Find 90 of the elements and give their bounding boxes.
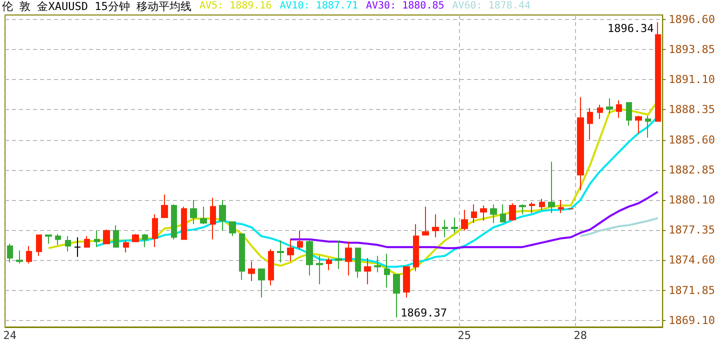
y-tick-label: 1893.85 <box>668 42 715 56</box>
candlestick <box>509 202 516 222</box>
candlestick <box>451 217 458 234</box>
x-tick-label: 28 <box>574 329 588 341</box>
candlestick <box>539 198 545 210</box>
candlestick <box>529 202 535 214</box>
text: AV60: 1878.44 <box>452 0 531 12</box>
candlestick <box>200 206 207 225</box>
candlestick <box>161 194 168 218</box>
line-series <box>579 217 659 238</box>
candlestick <box>210 197 216 240</box>
candlestick <box>558 200 564 214</box>
text: AV30: 1880.85 <box>366 0 444 12</box>
candlestick <box>548 161 555 214</box>
candlestick <box>132 233 139 242</box>
candlestick <box>374 255 381 273</box>
candlestick <box>287 238 294 262</box>
candlestick <box>26 245 32 264</box>
candlestick <box>219 200 226 232</box>
candlestick <box>277 240 284 263</box>
candlestick <box>519 204 526 215</box>
x-tick-label: 25 <box>458 329 472 341</box>
y-tick-label: 1888.35 <box>668 103 715 116</box>
candlestick <box>152 214 158 248</box>
y-tick-label: 1877.35 <box>668 224 715 237</box>
line-series <box>289 190 659 250</box>
y-tick-label: 1896.60 <box>668 12 715 26</box>
candlestick <box>645 115 651 138</box>
annotation: 1869.37 <box>400 306 448 320</box>
candlestick <box>345 241 352 276</box>
text: AV5: 1889.16 <box>199 0 272 12</box>
y-tick-label: 1871.85 <box>668 284 715 297</box>
candlestick <box>500 204 506 222</box>
candlestick <box>597 104 603 120</box>
candlestick <box>316 255 323 285</box>
candlestick <box>16 250 23 264</box>
candlestick <box>355 248 361 278</box>
candlestick <box>103 229 110 244</box>
annotation: 1896.34 <box>607 22 654 36</box>
candlestick <box>171 204 177 240</box>
candlestick <box>248 260 255 282</box>
candlestick <box>181 206 187 240</box>
candlestick <box>364 258 371 285</box>
candlestick <box>626 102 632 126</box>
candlestick <box>606 98 613 114</box>
candlestick <box>490 204 497 224</box>
candlestick <box>442 219 448 238</box>
candlestick <box>655 22 661 122</box>
candlestick <box>45 234 52 244</box>
candlestick <box>239 233 245 280</box>
candlestick <box>94 230 100 248</box>
candlestick <box>384 253 390 288</box>
candlestick <box>306 240 313 276</box>
candlestick <box>413 224 419 272</box>
candlestick <box>190 200 197 225</box>
candlestick <box>142 233 148 248</box>
candlestick <box>123 240 129 254</box>
y-tick-label: 1874.60 <box>668 254 715 267</box>
candlestick <box>65 236 71 252</box>
candlestick <box>587 108 593 140</box>
candlestick <box>229 221 236 237</box>
y-tick-label: 1880.10 <box>668 194 715 207</box>
candlestick <box>403 266 410 298</box>
candlestick <box>84 236 90 248</box>
chart-title: 伦 敦 金XAUUSD 15分钟 移动平均线 <box>2 0 192 13</box>
candlestick <box>258 268 265 298</box>
candlestick <box>480 204 487 222</box>
y-tick-label: 1882.85 <box>668 163 715 176</box>
candlestick <box>616 100 622 118</box>
candlestick <box>335 240 342 270</box>
candlestick <box>36 234 42 256</box>
candlestick <box>74 236 81 258</box>
y-tick-label: 1891.10 <box>668 73 715 86</box>
candlestick <box>461 209 468 232</box>
candlestick <box>393 274 400 318</box>
x-tick-label: 24 <box>3 329 17 341</box>
text: AV10: 1887.71 <box>280 0 358 12</box>
candlestick <box>422 206 429 236</box>
candlestick <box>113 224 119 248</box>
candlestick <box>55 233 61 246</box>
candlestick <box>635 115 642 134</box>
candlestick <box>268 248 274 286</box>
y-tick-label: 1885.60 <box>668 133 715 146</box>
candlestick <box>432 214 439 238</box>
candlestick <box>577 96 584 191</box>
candlestick <box>471 204 477 224</box>
candlestick <box>297 230 303 250</box>
y-tick-label: 1869.10 <box>668 314 715 327</box>
candlestick <box>7 243 13 263</box>
candlestick <box>326 258 332 271</box>
